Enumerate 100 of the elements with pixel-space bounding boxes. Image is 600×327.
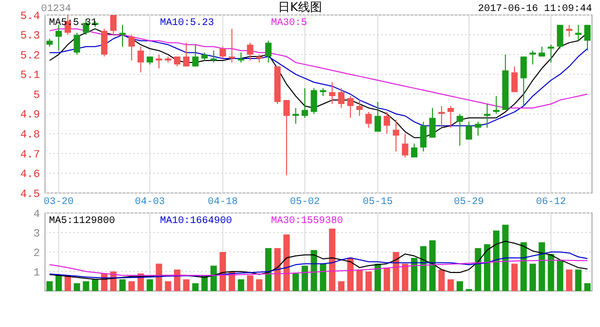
candlestick [392,119,400,152]
bar [420,246,427,291]
bar [246,275,254,291]
candlestick [429,107,436,138]
candlestick [128,34,135,61]
bar [283,234,290,291]
bar [456,281,463,291]
candlestick [238,52,244,63]
candlestick [302,88,308,118]
bar [511,264,518,291]
bar [356,270,363,291]
line-series [49,252,588,278]
candlestick [156,54,162,69]
bar [530,264,536,291]
text: 2017-06-16 11:09:44 [478,4,592,15]
candlestick [192,44,199,67]
candlestick [530,50,536,65]
candlestick [484,104,490,128]
candlestick [174,56,180,67]
candlestick [246,42,254,61]
bar [328,228,336,291]
bar [292,273,299,291]
y-tick-label: 2 [33,248,40,260]
bar [128,281,135,291]
bar [484,244,490,291]
bar [347,258,354,291]
candlestick [338,88,344,108]
candlestick [438,105,445,128]
y-tick-label: 3 [33,228,40,240]
candlestick [55,24,62,52]
chart-title: 日K线图 [278,0,322,14]
candlestick [402,133,408,158]
bar [520,242,527,291]
bar [320,264,326,291]
candlestick [456,113,463,146]
bar [493,230,500,291]
bar [74,283,80,291]
bar [164,281,172,291]
candlestick [520,56,527,106]
x-tick-label: 04-03 [134,197,165,208]
candlestick [101,28,108,58]
candlestick [575,24,582,42]
candlestick [292,107,299,124]
bar [119,279,126,291]
candlestick [556,24,564,50]
candlestick [110,14,117,36]
bar [256,279,262,291]
candlestick [119,24,126,48]
bar [575,270,582,291]
candlestick [356,100,363,116]
candlestick [493,96,500,114]
bar [374,264,381,291]
bar [64,275,71,291]
candlestick [328,82,336,104]
y-tick-label: 4.9 [20,110,40,122]
text: MA10:1664900 [160,216,232,227]
x-tick-label: 06-12 [536,197,566,208]
bar [302,266,308,291]
candlestick [466,121,472,140]
y-tick-label: 5 [33,90,40,102]
line-series [49,260,588,276]
candlestick [283,100,290,176]
bar [55,275,62,291]
bar [384,268,390,291]
bar [174,270,180,291]
bar [238,279,244,291]
y-tick-label: 4.8 [20,130,40,142]
candlestick [220,46,226,60]
bar [265,248,272,291]
line-series [49,240,588,280]
y-tick-label: 5.3 [20,30,40,43]
text: MA30:5 [271,18,308,29]
candlestick [566,24,572,38]
bar [538,242,546,291]
bar [438,270,445,291]
series-label: MA10:5.23 [160,18,214,29]
bar [220,252,226,291]
candlestick [374,102,381,132]
candlestick [228,28,236,63]
candlestick [548,44,554,63]
candlestick [183,42,190,67]
y-tick-label: 4.7 [20,149,40,162]
bar [402,264,408,291]
bar [411,258,418,291]
y-tick-label: 1 [33,267,40,280]
bar [210,266,217,291]
candlestick [384,111,390,134]
text: MA30:1559380 [271,216,344,227]
y-tick-label: 5.1 [20,70,40,82]
candlestick [138,46,144,73]
bar [502,224,509,291]
bar [338,281,344,291]
bar [448,279,454,291]
candlestick [448,105,454,128]
candlestick [347,96,354,118]
x-tick-label: 05-02 [290,197,320,208]
candlestick [411,143,418,158]
y-tick-label: 4.6 [20,169,40,182]
y-tick-label: 4 [33,208,40,221]
text: MA5:1129800 [49,216,116,227]
